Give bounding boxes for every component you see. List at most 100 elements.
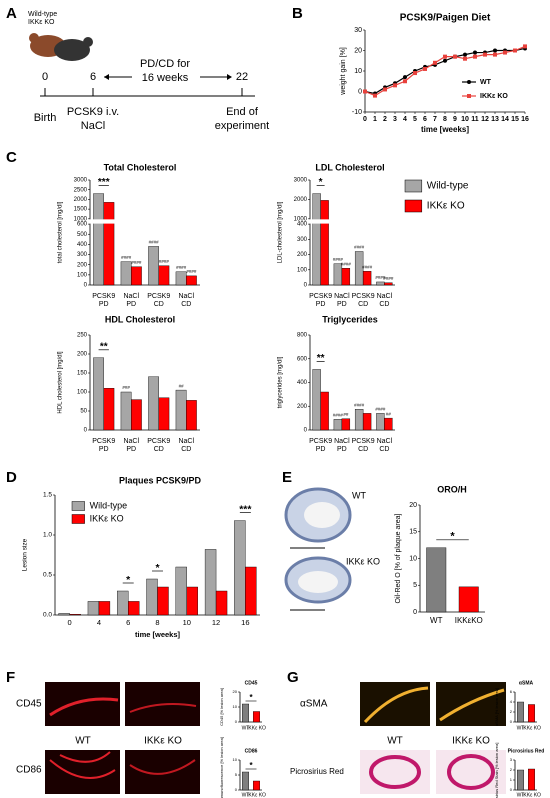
hash-mark: #### [333,257,344,262]
x-tick-label: WT [242,792,250,798]
x-tick-label: PCSK9 [147,293,170,300]
hash-mark: #### [159,259,170,264]
panel-label: G [287,669,299,686]
y-tick-label: 600 [297,356,308,362]
y-tick-label: 0.5 [43,572,52,579]
bar [376,413,385,431]
row-label: Picrosirius Red [290,767,344,776]
x-tick-label: 1 [373,116,377,123]
x-tick-label: PD [99,446,109,453]
bar [186,275,197,286]
timeline: Wild-type IKKε KO 0 6 22 PD/CD for 16 we… [28,11,269,132]
stain [129,759,196,775]
y-tick-label: -10 [352,109,362,116]
y-tick-label: 1500 [74,207,88,213]
bar [528,768,536,791]
x-tick-label: PCSK9 [309,293,332,300]
stain [439,688,505,722]
significance-label: * [319,177,323,188]
y-tick-label: 400 [297,380,308,386]
row-label: CD86 [16,765,42,776]
chart-title: Picrosirius Red [508,748,545,754]
legend-swatch [71,501,85,511]
bar [158,397,170,431]
x-tick-label: 0 [68,618,72,627]
y-tick-label: 400 [77,242,88,248]
hash-mark: #### [362,264,373,269]
hash-mark: #### [354,245,365,250]
micrograph-label: IKKε KO [346,556,380,566]
bar [252,780,260,791]
y-tick-label: 0 [304,283,308,289]
y-tick-label: 2 [510,709,513,714]
x-tick-label: PD [316,446,326,453]
x-tick-label: WT [517,725,525,731]
axis-break [307,219,398,224]
y-tick-label: 150 [77,371,88,377]
legend-label: IKKε KO [480,93,508,100]
legend-label: Wild-type [90,500,128,510]
y-axis-label: triglycerides [mg/dl] [278,356,284,408]
x-tick-label: CD [181,301,191,308]
point [513,48,517,53]
x-tick-label: NaCl [334,438,350,445]
significance-label: * [249,693,253,702]
event-label: experiment [215,120,269,132]
micrograph-lumen [298,571,338,593]
x-tick-label: CD [181,446,191,453]
y-tick-label: 2000 [294,197,308,203]
x-tick-label: WT [430,616,443,625]
interval-label: PD/CD for [140,58,190,70]
x-tick-label: PCSK9 [309,438,332,445]
point [473,50,477,55]
bar [204,549,217,616]
significance-label: ** [317,353,325,364]
hash-mark: #### [354,402,365,407]
x-tick-label: 10 [183,618,191,627]
legend-marker [467,94,471,98]
time-label: 22 [236,71,248,83]
hash-mark: #### [131,260,142,265]
y-tick-label: 10 [233,757,238,762]
point [463,56,467,61]
bar [517,769,525,791]
y-tick-label: 250 [77,333,88,339]
y-tick-label: 200 [297,252,308,258]
x-tick-label: 8 [443,116,447,123]
bar [215,590,228,616]
y-tick-label: 0 [358,88,362,95]
mouse-ear [83,37,93,47]
y-tick-label: 3000 [294,178,308,184]
x-tick-label: WT [517,792,525,798]
y-tick-label: 1.5 [43,492,52,499]
x-tick-label: PCSK9 [147,438,170,445]
x-tick-label: 12 [481,116,489,123]
bar [245,566,257,616]
bar [148,246,159,286]
y-tick-label: 300 [77,252,88,258]
column-label: IKKε KO [144,736,182,747]
x-tick-label: IKKεKO [455,616,483,625]
x-tick-label: PCSK9 [352,293,375,300]
x-tick-label: 8 [155,618,159,627]
stain [447,754,495,790]
bar [252,711,260,723]
x-tick-label: 12 [212,618,220,627]
bar [175,566,187,616]
bar [103,202,115,286]
y-tick-label: 0 [235,719,238,724]
legend-swatch [404,179,423,193]
chart-title: HDL Cholesterol [105,314,175,324]
bar [146,578,158,616]
bar [87,601,100,616]
hash-mark: #### [186,269,197,274]
point [483,52,487,57]
point [373,93,377,98]
bar [131,399,142,431]
micrographs-g: αSMA Picrosirius Red WT IKKε KO [290,682,506,794]
x-tick-label: NaCl [123,438,139,445]
x-tick-label: 16 [241,618,249,627]
y-tick-label: 500 [77,232,88,238]
chart-title: LDL Cholesterol [315,162,384,172]
